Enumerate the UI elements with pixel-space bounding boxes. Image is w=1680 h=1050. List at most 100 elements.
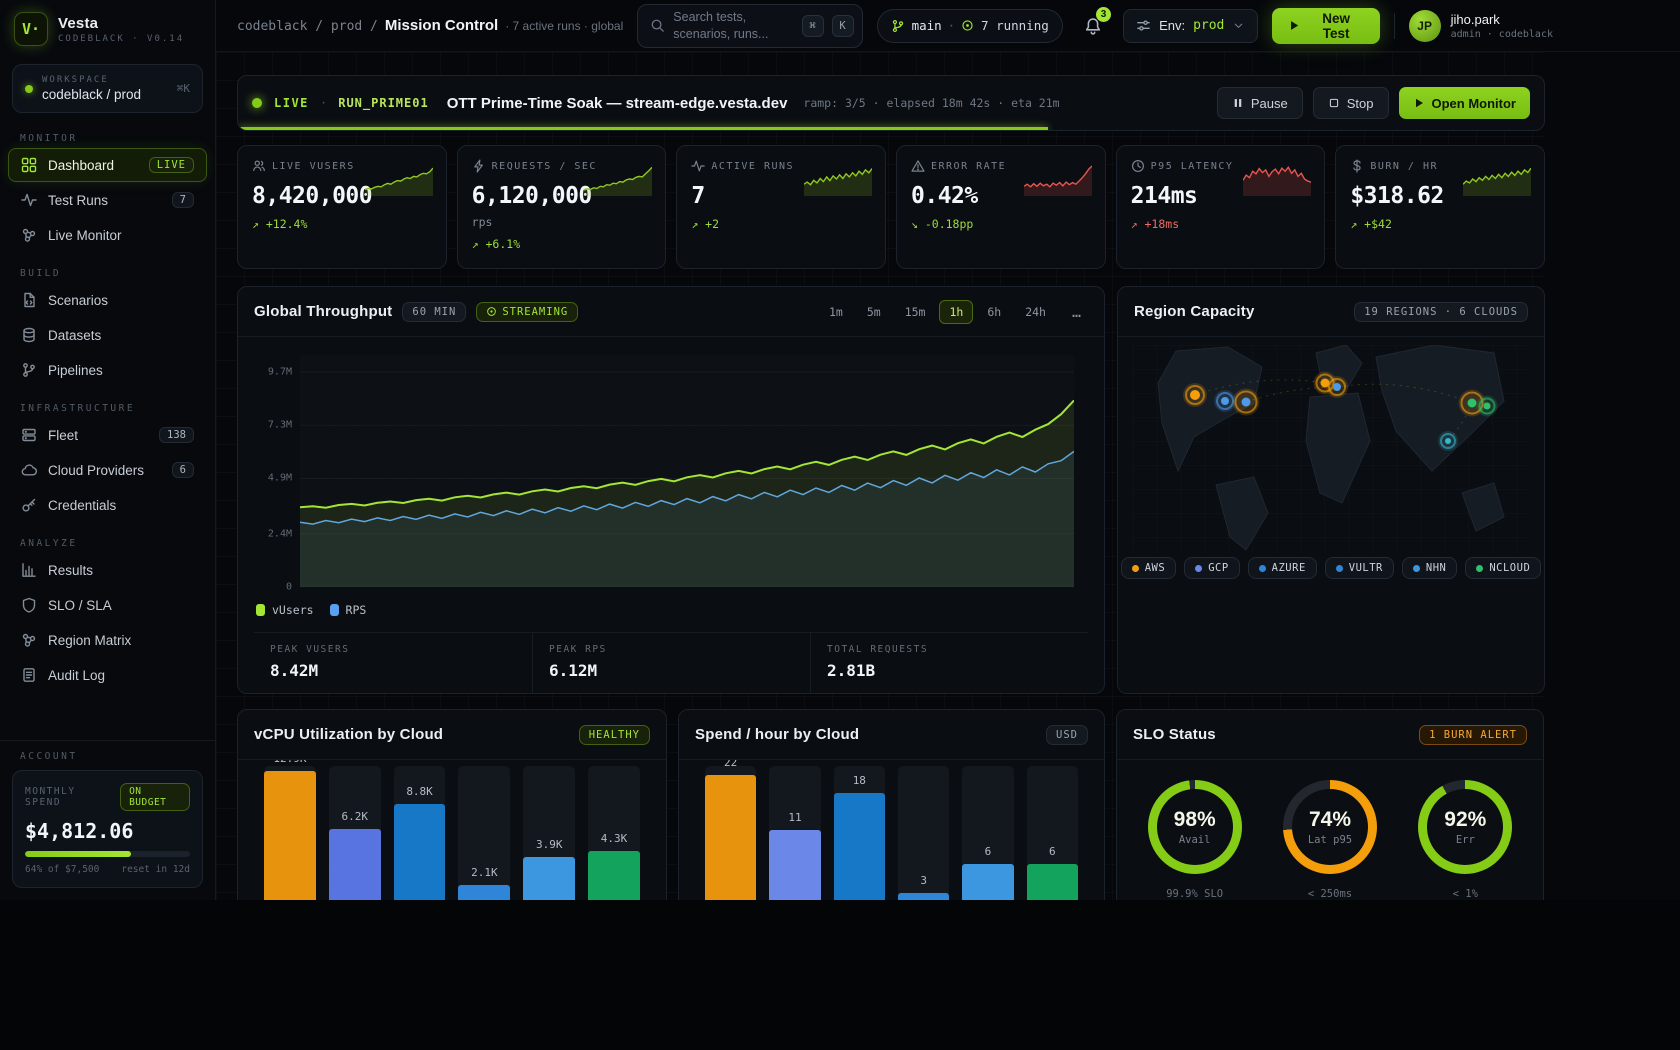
dashboard-content: LIVE · RUN_PRIME01 OTT Prime-Time Soak —… bbox=[216, 52, 1545, 900]
section-label: INFRASTRUCTURE bbox=[20, 403, 136, 414]
notifications-button[interactable]: 3 bbox=[1077, 6, 1112, 43]
sidebar-item-fleet[interactable]: Fleet 138 bbox=[8, 418, 207, 452]
bar-vultr: 3 bbox=[897, 766, 950, 900]
env-selector[interactable]: Env: prod bbox=[1123, 8, 1259, 43]
branch-status-pill[interactable]: main · 7 running bbox=[876, 8, 1063, 43]
sidebar: V· Vesta CODEBLACK · V0.14 WORKSPACE cod… bbox=[0, 0, 216, 900]
stat-card-burn-hr: BURN / HR $318.62 ↗ +$42 bbox=[1335, 145, 1545, 269]
breadcrumb: codeblack / prod / Mission Control · 7 a… bbox=[237, 17, 623, 34]
sidebar-item-audit-log[interactable]: Audit Log bbox=[8, 658, 207, 692]
cloud-legend-pill-ncloud[interactable]: NCLOUD bbox=[1465, 557, 1542, 579]
y-axis-tick: 7.3M bbox=[267, 419, 292, 431]
sidebar-item-cloud-providers[interactable]: Cloud Providers 6 bbox=[8, 453, 207, 487]
stat-delta: ↘ -0.18pp bbox=[911, 217, 974, 231]
bolt-icon bbox=[472, 159, 486, 173]
cloud-color-dot bbox=[1412, 564, 1420, 572]
bar-azure: 8.8K bbox=[393, 766, 446, 900]
bar-fill bbox=[523, 857, 576, 900]
notification-count-badge: 3 bbox=[1096, 6, 1112, 22]
sidebar-item-datasets[interactable]: Datasets bbox=[8, 318, 207, 352]
clock-icon bbox=[1131, 159, 1145, 173]
pause-button[interactable]: Pause bbox=[1216, 87, 1303, 119]
open-monitor-label: Open Monitor bbox=[1431, 95, 1517, 111]
user-name: jiho.park bbox=[1450, 11, 1500, 27]
monthly-spend-label: MONTHLY SPEND bbox=[25, 786, 76, 808]
sidebar-item-label: Live Monitor bbox=[48, 227, 122, 243]
pause-label: Pause bbox=[1250, 95, 1288, 111]
play-icon bbox=[1288, 19, 1300, 32]
cloud-color-dot bbox=[1476, 564, 1484, 572]
search-input[interactable]: Search tests, scenarios, runs... ⌘ K bbox=[637, 3, 863, 48]
throughput-footer: PEAK VUSERS 8.42M PEAK RPS 6.12M TOTAL REQUE… bbox=[254, 632, 1088, 693]
bar-gcp: 6.2K bbox=[328, 766, 381, 900]
sidebar-item-test-runs[interactable]: Test Runs 7 bbox=[8, 183, 207, 217]
sidebar-item-badge: 7 bbox=[171, 192, 194, 208]
sidebar-item-pipelines[interactable]: Pipelines bbox=[8, 353, 207, 387]
cloud-legend-pill-aws[interactable]: AWS bbox=[1120, 557, 1177, 579]
sidebar-item-dashboard[interactable]: Dashboard LIVE bbox=[8, 148, 207, 182]
sidebar-item-region-matrix[interactable]: Region Matrix bbox=[8, 623, 207, 657]
new-test-button[interactable]: New Test bbox=[1272, 7, 1380, 44]
legend-item-rps[interactable]: RPS bbox=[329, 603, 366, 617]
live-run-banner: LIVE · RUN_PRIME01 OTT Prime-Time Soak —… bbox=[237, 75, 1545, 131]
live-status-dot bbox=[252, 98, 262, 108]
bar-value-label: 11 bbox=[788, 811, 802, 824]
sidebar-sections: MONITOR Dashboard LIVE Test Runs 7 Live Monit… bbox=[0, 115, 215, 740]
user-menu[interactable]: JP jiho.park admin · codeblack bbox=[1408, 9, 1553, 42]
cloud-color-dot bbox=[1131, 564, 1139, 572]
sidebar-item-badge: 6 bbox=[171, 462, 194, 478]
sparkline bbox=[364, 162, 434, 201]
sidebar-item-results[interactable]: Results bbox=[8, 553, 207, 587]
cloud-color-dot bbox=[1258, 564, 1266, 572]
time-range-selector: 1m 5m 15m 1h 6h 24h bbox=[819, 299, 1056, 324]
stop-button[interactable]: Stop bbox=[1312, 87, 1389, 119]
workspace-switcher[interactable]: WORKSPACE codeblack / prod ⌘K bbox=[12, 64, 203, 113]
env-label: Env: bbox=[1159, 18, 1186, 33]
monthly-spend-card[interactable]: MONTHLY SPEND ON BUDGET $4,812.06 64% of… bbox=[12, 770, 203, 888]
footer-stat-value: 2.81B bbox=[827, 661, 876, 680]
cloud-legend-pill-gcp[interactable]: GCP bbox=[1184, 557, 1240, 579]
range-chip-5m[interactable]: 5m bbox=[866, 304, 881, 319]
stat-card-error-rate: ERROR RATE 0.42% ↘ -0.18pp bbox=[896, 145, 1106, 269]
section-label: BUILD bbox=[20, 268, 62, 279]
database-icon bbox=[21, 327, 37, 343]
cloud-legend-label: GCP bbox=[1208, 562, 1229, 574]
y-axis-tick: 4.9M bbox=[267, 472, 292, 484]
legend-item-vusers[interactable]: vUsers bbox=[256, 603, 314, 617]
cloud-legend-pill-azure[interactable]: AZURE bbox=[1247, 557, 1317, 579]
key-icon bbox=[21, 497, 37, 513]
sidebar-item-scenarios[interactable]: Scenarios bbox=[8, 283, 207, 317]
sidebar-item-slo-sla[interactable]: SLO / SLA bbox=[8, 588, 207, 622]
stat-card-live-vusers: LIVE VUSERS 8,420,000 ↗ +12.4% bbox=[237, 145, 447, 269]
sidebar-item-live-monitor[interactable]: Live Monitor bbox=[8, 218, 207, 252]
range-chip-6h[interactable]: 6h bbox=[987, 304, 1002, 319]
range-chip-1m[interactable]: 1m bbox=[828, 304, 843, 319]
footer-stat-label: PEAK VUSERS bbox=[270, 644, 350, 655]
range-chip-24h[interactable]: 24h bbox=[1025, 304, 1046, 319]
sidebar-item-credentials[interactable]: Credentials bbox=[8, 488, 207, 522]
bar-value-label: 6.2K bbox=[341, 810, 368, 823]
footer-stat-value: 6.12M bbox=[549, 661, 598, 680]
world-map bbox=[1132, 345, 1530, 553]
open-monitor-button[interactable]: Open Monitor bbox=[1398, 87, 1530, 119]
sidebar-item-label: Scenarios bbox=[48, 292, 109, 308]
monthly-spend-amount: $4,812.06 bbox=[25, 819, 134, 843]
footer-stat-label: TOTAL REQUESTS bbox=[827, 644, 929, 655]
range-chip-1h[interactable]: 1h bbox=[939, 299, 974, 324]
cloud-legend-label: AZURE bbox=[1271, 562, 1306, 574]
panel-menu-button[interactable]: … bbox=[1071, 302, 1082, 321]
run-title: OTT Prime-Time Soak — stream-edge.vesta.… bbox=[446, 94, 788, 112]
bar-fill bbox=[264, 771, 316, 900]
search-placeholder: Search tests, scenarios, runs... bbox=[673, 10, 769, 41]
bar-value-label: 12.9K bbox=[264, 760, 316, 765]
nodes-icon bbox=[21, 227, 37, 243]
range-chip-15m[interactable]: 15m bbox=[904, 304, 926, 319]
ring-target: < 250ms bbox=[1307, 888, 1353, 900]
slo-ring-err: 92% Err < 1% bbox=[1418, 780, 1513, 900]
cloud-legend-pill-vultr[interactable]: VULTR bbox=[1324, 557, 1394, 579]
cloud-legend-pill-nhn[interactable]: NHN bbox=[1401, 557, 1458, 579]
brand: V· Vesta CODEBLACK · V0.14 bbox=[0, 0, 215, 58]
bar-nhn: 6 bbox=[962, 766, 1014, 900]
stop-label: Stop bbox=[1346, 95, 1374, 111]
breadcrumb-prefix[interactable]: codeblack / prod / bbox=[237, 19, 378, 34]
